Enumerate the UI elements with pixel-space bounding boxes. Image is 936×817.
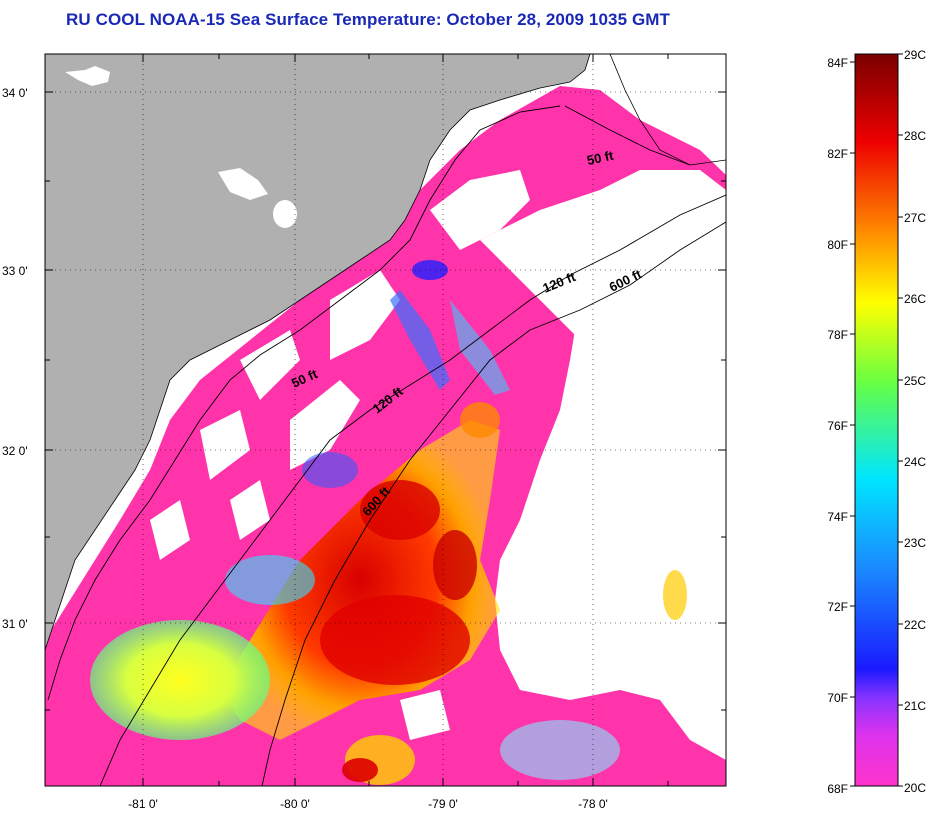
cb-f-84: 84F	[827, 56, 848, 70]
outer-banks-coastline	[609, 54, 726, 166]
lat-label-33: 33 0'	[2, 264, 28, 278]
colorbar-fahrenheit-labels: 84F 82F 80F 78F 76F 74F 72F 70F 68F	[827, 56, 848, 796]
graticule	[45, 54, 726, 786]
isobath-50ft	[47, 105, 691, 701]
isobath-label-50ft-north: 50 ft	[586, 148, 616, 168]
blue-streak	[390, 290, 450, 390]
cb-c-23: 23C	[904, 536, 926, 550]
cloud-gaps	[150, 170, 726, 740]
colorbar-celsius-labels: 29C 28C 27C 26C 25C 24C 23C 22C 21C 20C	[904, 48, 926, 795]
hot-core-east	[433, 530, 477, 600]
blue-patch-1	[302, 452, 358, 488]
cb-f-68: 68F	[827, 782, 848, 796]
cb-c-24: 24C	[904, 455, 926, 469]
cyan-streak	[450, 300, 510, 395]
coastline	[45, 54, 591, 651]
map-frame	[44, 53, 727, 787]
yellow-green-shelf	[90, 620, 270, 740]
red-south-patch	[342, 758, 378, 782]
cb-f-82: 82F	[827, 147, 848, 161]
colorbar-ticks	[850, 53, 903, 787]
cb-c-20: 20C	[904, 781, 926, 795]
map-title: RU COOL NOAA-15 Sea Surface Temperature:…	[66, 10, 671, 29]
cb-c-25: 25C	[904, 374, 926, 388]
cb-f-78: 78F	[827, 328, 848, 342]
lat-label-32: 32 0'	[2, 444, 28, 458]
cb-c-22: 22C	[904, 618, 926, 632]
hot-core-south	[320, 595, 470, 685]
warm-patch	[460, 402, 500, 438]
cb-f-70: 70F	[827, 691, 848, 705]
isobath-600ft	[261, 221, 726, 786]
cb-c-27: 27C	[904, 211, 926, 225]
lat-label-34: 34 0'	[2, 86, 28, 100]
cb-c-28: 28C	[904, 129, 926, 143]
lon-label-81: -81 0'	[128, 797, 158, 811]
cb-f-72: 72F	[827, 600, 848, 614]
land-mass	[45, 54, 590, 650]
offshore-warm-patch	[663, 570, 687, 620]
lon-label-78: -78 0'	[578, 797, 608, 811]
lat-label-31: 31 0'	[2, 617, 28, 631]
lon-label-80: -80 0'	[280, 797, 310, 811]
cb-f-80: 80F	[827, 238, 848, 252]
inland-lakes	[65, 66, 297, 228]
cb-c-21: 21C	[904, 699, 926, 713]
cb-f-74: 74F	[827, 510, 848, 524]
cb-c-26: 26C	[904, 292, 926, 306]
isobath-120ft	[99, 194, 726, 786]
cyan-patch	[225, 555, 315, 605]
cb-c-29: 29C	[904, 48, 926, 62]
colorbar	[854, 53, 899, 787]
hot-core-north	[360, 480, 440, 540]
lat-ticks	[45, 91, 726, 711]
lon-label-79: -79 0'	[428, 797, 458, 811]
cyan-south-patch	[500, 720, 620, 780]
cb-f-76: 76F	[827, 419, 848, 433]
lon-ticks	[142, 54, 669, 786]
